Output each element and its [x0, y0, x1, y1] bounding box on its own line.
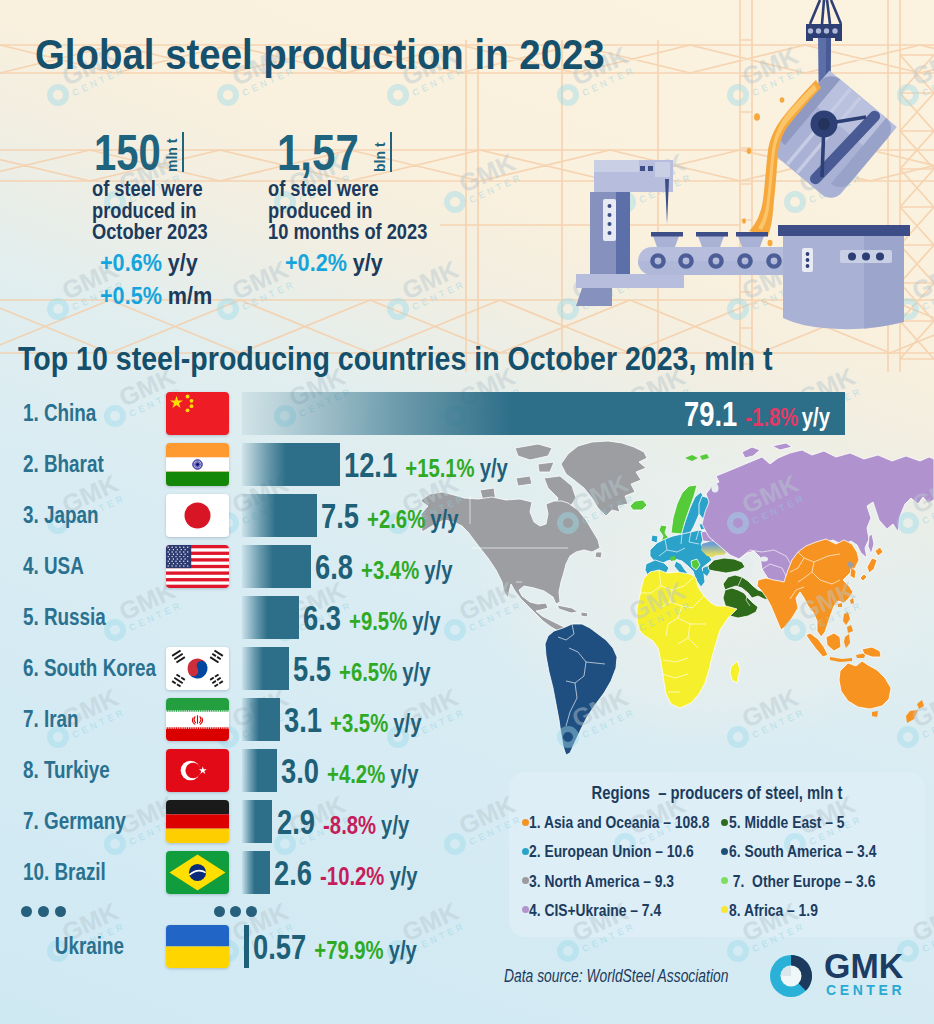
svg-text:GMK: GMK — [907, 897, 934, 947]
svg-text:GMK: GMK — [907, 469, 934, 519]
svg-text:GMK: GMK — [907, 683, 934, 733]
